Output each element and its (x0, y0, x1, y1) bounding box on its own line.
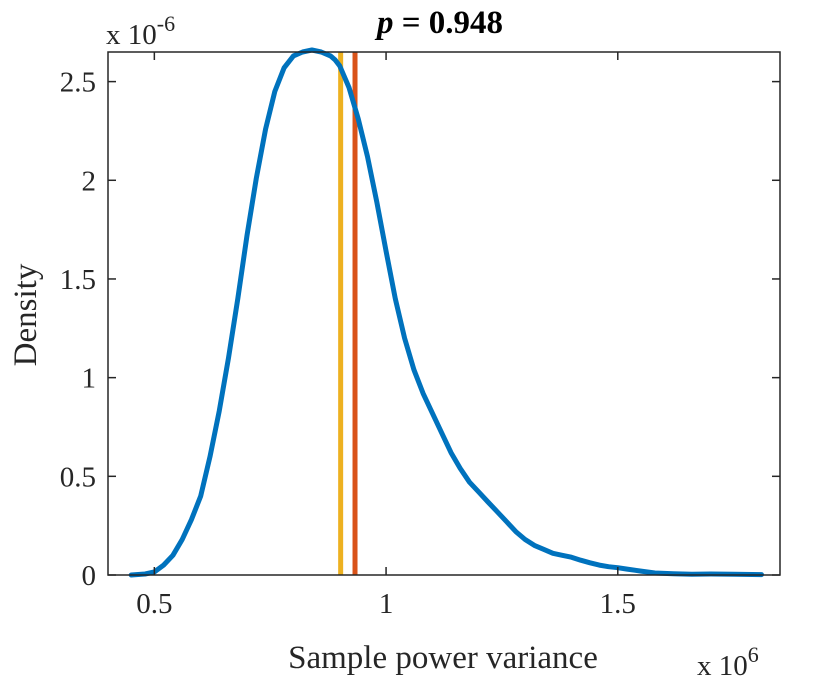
title-value: = 0.948 (393, 5, 503, 41)
x-axis-exponent: x 106 (697, 642, 759, 682)
y-axis-ticks: 0 0.5 1 1.5 2 2.5 (60, 67, 780, 592)
x-exponent-base: x 10 (697, 650, 748, 682)
plot-area (108, 52, 780, 575)
y-tick-label: 0.5 (60, 461, 96, 493)
y-exponent-power: -6 (157, 11, 175, 36)
x-tick-label: 0.5 (136, 588, 172, 620)
y-tick-label: 1.5 (60, 264, 96, 296)
chart-title: p = 0.948 (374, 5, 503, 41)
axes-frame (107, 51, 781, 576)
reference-lines (338, 52, 358, 575)
y-tick-label: 1 (82, 363, 97, 395)
y-axis-label: Density (8, 263, 44, 366)
x-tick-label: 1.5 (600, 588, 636, 620)
y-exponent-base: x 10 (106, 19, 157, 51)
y-tick-label: 2.5 (60, 67, 96, 99)
title-variable: p (374, 5, 394, 41)
x-tick-label: 1 (379, 588, 394, 620)
x-exponent-power: 6 (748, 642, 759, 667)
y-tick-label: 2 (82, 165, 97, 197)
y-tick-label: 0 (82, 560, 97, 592)
x-axis-label: Sample power variance (288, 640, 598, 676)
y-axis-exponent: x 10-6 (106, 11, 175, 51)
x-axis-ticks: 0.5 1 1.5 (136, 52, 636, 620)
density-curve (128, 47, 764, 578)
